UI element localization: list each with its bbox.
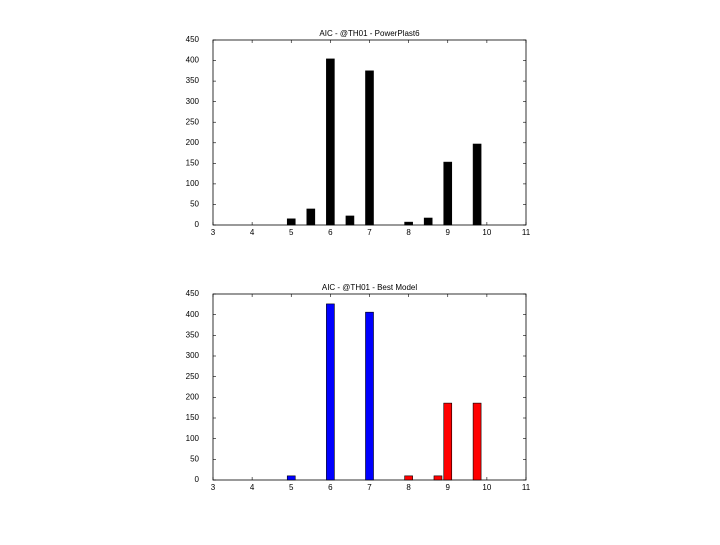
bar	[472, 402, 482, 481]
x-tick-label: 8	[406, 228, 411, 237]
y-tick-label: 0	[195, 220, 200, 229]
y-tick-label: 150	[186, 158, 200, 167]
x-tick-label: 10	[482, 483, 491, 492]
y-tick-label: 450	[186, 35, 200, 44]
y-tick-label: 50	[190, 200, 199, 209]
bar	[404, 221, 413, 226]
x-tick-label: 5	[289, 483, 294, 492]
x-tick-label: 11	[522, 228, 531, 237]
y-tick-label: 150	[186, 413, 200, 422]
x-tick-label: 5	[289, 228, 294, 237]
chart-title: AIC - @TH01 - Best Model	[322, 283, 417, 292]
y-tick-label: 350	[186, 76, 200, 85]
x-tick-label: 8	[406, 483, 411, 492]
y-tick-label: 200	[186, 392, 200, 401]
bar	[326, 58, 335, 226]
y-tick-label: 300	[186, 351, 200, 360]
y-tick-label: 100	[186, 179, 200, 188]
bar	[365, 311, 374, 481]
y-tick-label: 250	[186, 372, 200, 381]
y-tick-label: 400	[186, 56, 200, 65]
bar	[433, 475, 443, 481]
y-tick-label: 450	[186, 289, 200, 298]
x-tick-label: 6	[328, 483, 333, 492]
x-tick-label: 3	[211, 483, 216, 492]
y-tick-label: 0	[195, 475, 200, 484]
y-tick-label: 100	[186, 434, 200, 443]
x-tick-label: 11	[522, 483, 531, 492]
y-tick-label: 250	[186, 117, 200, 126]
bar	[306, 208, 316, 226]
bar	[443, 402, 453, 481]
y-tick-label: 400	[186, 310, 200, 319]
x-tick-label: 3	[211, 228, 216, 237]
bar	[423, 217, 433, 226]
bar	[286, 218, 296, 226]
x-tick-label: 10	[482, 228, 491, 237]
x-tick-label: 6	[328, 228, 333, 237]
x-tick-label: 7	[367, 483, 372, 492]
bar	[443, 161, 453, 226]
y-tick-label: 50	[190, 454, 199, 463]
bar	[404, 475, 413, 481]
x-tick-label: 4	[250, 228, 255, 237]
x-tick-label: 4	[250, 483, 255, 492]
bar	[365, 70, 374, 226]
chart-title: AIC - @TH01 - PowerPlast6	[319, 29, 420, 38]
x-tick-label: 7	[367, 228, 372, 237]
x-tick-label: 9	[446, 228, 451, 237]
bar	[326, 303, 335, 481]
bar	[472, 143, 482, 226]
bar	[345, 215, 355, 226]
x-tick-label: 9	[446, 483, 451, 492]
bar	[286, 475, 296, 481]
y-tick-label: 300	[186, 97, 200, 106]
y-tick-label: 200	[186, 138, 200, 147]
y-tick-label: 350	[186, 330, 200, 339]
